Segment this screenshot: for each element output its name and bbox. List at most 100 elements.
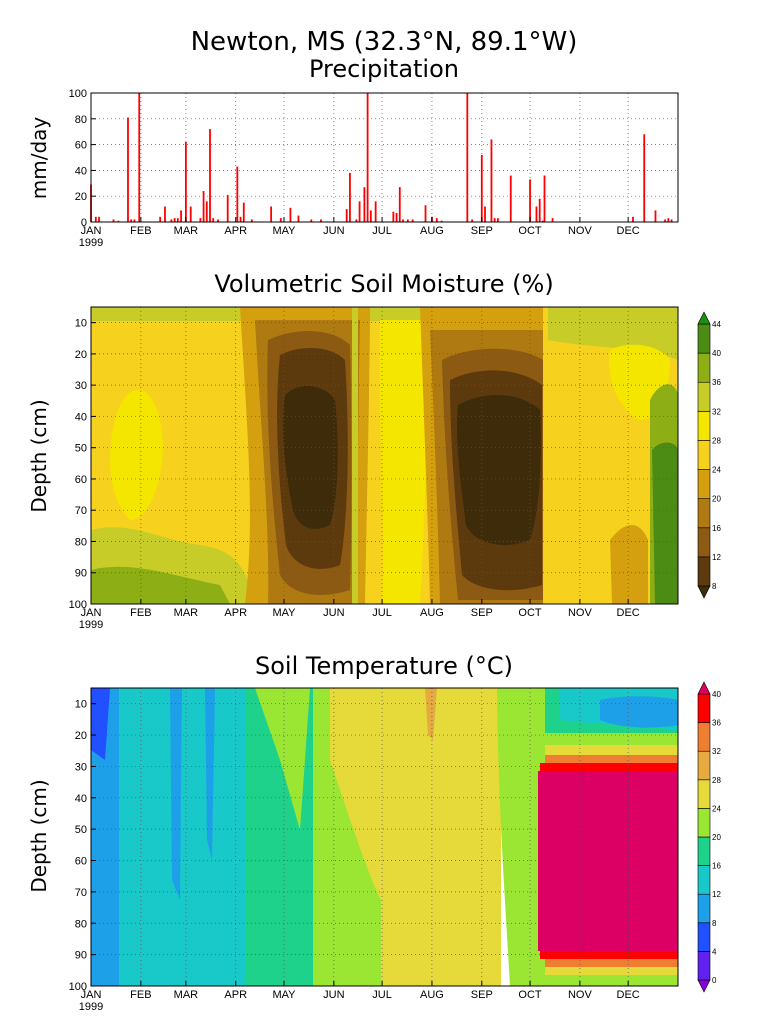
x-tick-label-jan: JAN <box>81 989 102 1001</box>
x-tick-label-jun: JUN <box>323 607 344 619</box>
precip-bar <box>94 216 97 222</box>
precip-bar <box>189 206 192 222</box>
precip-bar <box>374 201 377 222</box>
y-tick-label: 70 <box>75 505 87 517</box>
moisture-xticks: JAN FEB MAR APR MAY JUN JUL AUG SEP OCT NOV DEC 1999 <box>79 599 640 631</box>
precip-bar <box>117 220 120 222</box>
precip-bar <box>349 172 351 222</box>
colorbar-label: 12 <box>712 890 721 899</box>
colorbar-label: 8 <box>712 919 717 928</box>
x-tick-label-sep: SEP <box>471 607 493 619</box>
precip-bar <box>632 216 634 222</box>
moisture-zone-dry1-deep <box>282 385 338 529</box>
colorbar-segment <box>697 750 711 781</box>
temperature-grid <box>91 688 678 986</box>
colorbar-segment <box>697 836 711 866</box>
y-tick-label: 20 <box>75 349 87 361</box>
colorbar-segment <box>697 722 711 752</box>
precip-plot-background <box>91 93 678 222</box>
colorbar-label: 32 <box>712 747 721 756</box>
moisture-zone-october-rain <box>543 307 548 604</box>
y-tick-label: 40 <box>75 793 87 805</box>
colorbar-label: 28 <box>712 776 721 785</box>
year-label: 1999 <box>79 1001 103 1013</box>
precip-bar <box>496 218 499 222</box>
x-tick-label-jan: JAN <box>81 225 102 237</box>
precip-bar <box>643 134 646 222</box>
x-tick-label-may: MAY <box>272 607 296 619</box>
moisture-ylabel: Depth (cm) <box>27 399 51 512</box>
colorbar-segment <box>697 527 711 558</box>
colorbar-label: 36 <box>712 719 721 728</box>
precip-bar <box>164 206 166 222</box>
precip-bar <box>184 142 187 222</box>
temp-zone-upper-band-3 <box>545 755 678 763</box>
temp-zone-jan-surface <box>91 688 110 760</box>
colorbar-segment <box>697 323 711 354</box>
precip-yticks: 0 20 40 60 80 100 <box>69 88 96 229</box>
precip-bar <box>542 220 544 222</box>
y-tick-label: 100 <box>69 88 87 100</box>
colorbar-label: 4 <box>712 947 717 956</box>
x-tick-label-oct: OCT <box>518 225 542 237</box>
colorbar-top-arrow <box>697 681 711 695</box>
precip-bar <box>217 219 219 222</box>
y-tick-label: 90 <box>75 950 87 962</box>
precip-bar <box>398 187 401 222</box>
y-tick-label: 80 <box>75 536 87 548</box>
temp-zone-jan-blue-streak <box>170 688 182 900</box>
precip-bar <box>180 210 182 222</box>
colorbar-segment <box>697 498 711 529</box>
precip-bar <box>209 129 211 222</box>
precip-bar <box>226 194 229 222</box>
temp-zone-upper-band-1 <box>545 733 678 745</box>
colorbar-segment <box>697 411 711 441</box>
x-tick-label-apr: APR <box>224 607 247 619</box>
colorbar-top-arrow <box>697 311 711 325</box>
precip-bar <box>199 218 202 222</box>
x-tick-label-feb: FEB <box>130 607 151 619</box>
colorbar-bottom-arrow <box>697 585 711 599</box>
x-tick-label-may: MAY <box>272 225 296 237</box>
x-tick-label-mar: MAR <box>174 989 199 1001</box>
colorbar-label: 40 <box>712 690 721 699</box>
precip-bar <box>173 218 176 222</box>
y-tick-label: 60 <box>75 474 87 486</box>
y-tick-label: 100 <box>69 981 87 993</box>
precip-bar <box>297 215 300 222</box>
colorbar-segment <box>697 893 711 924</box>
colorbar-bottom-arrow <box>697 979 711 993</box>
y-tick-label: 0 <box>81 217 87 229</box>
moisture-zone-winter-mid <box>110 390 163 520</box>
x-tick-label-may: MAY <box>272 989 296 1001</box>
precip-bar <box>112 219 115 222</box>
colorbar-label: 32 <box>712 407 721 416</box>
colorbar-label: 20 <box>712 495 721 504</box>
moisture-title: Volumetric Soil Moisture (%) <box>214 270 553 298</box>
colorbar-label: 24 <box>712 804 721 813</box>
precip-bar <box>202 191 205 222</box>
precip-bar <box>411 219 414 222</box>
temp-zone-upper-band-2 <box>545 745 678 755</box>
precip-bar <box>493 218 496 222</box>
x-tick-label-dec: DEC <box>617 225 640 237</box>
precip-bar <box>98 216 100 222</box>
y-tick-label: 10 <box>75 318 87 330</box>
moisture-yticks: 10 20 30 40 50 60 70 80 90 100 <box>69 318 96 611</box>
colorbar-label: 16 <box>712 862 721 871</box>
y-tick-label: 40 <box>75 411 87 423</box>
precip-bar <box>170 219 173 222</box>
temp-zone-jul-sep <box>381 688 501 986</box>
colorbar-segment <box>697 381 711 412</box>
colorbar-label: 16 <box>712 524 721 533</box>
x-tick-label-oct: OCT <box>518 989 542 1001</box>
precip-bar <box>236 166 239 222</box>
x-tick-label-jul: JUL <box>372 607 392 619</box>
precip-bar <box>250 219 253 222</box>
precip-bar <box>471 219 474 222</box>
precip-bar <box>509 175 512 222</box>
temp-zone-mar-blue-streak <box>205 688 215 860</box>
colorbar-segment <box>697 808 711 838</box>
precip-bar <box>127 117 129 222</box>
x-tick-label-jul: JUL <box>372 225 392 237</box>
